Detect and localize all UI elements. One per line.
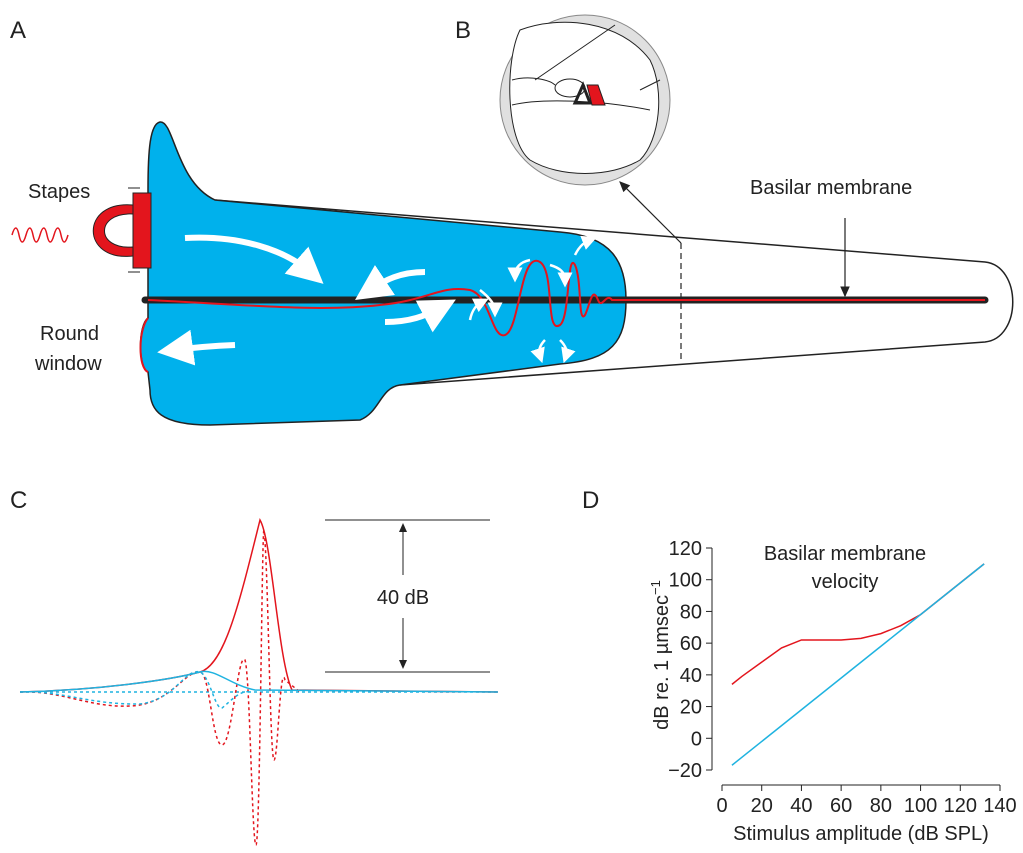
x-tick-label: 120 xyxy=(944,795,977,817)
y-axis-label: dB re. 1 µmsec−1 xyxy=(648,580,673,730)
round-window-label: window xyxy=(34,353,102,375)
chart-title: velocity xyxy=(812,571,879,593)
cochlea-diagram xyxy=(12,122,1013,425)
chart-title: Basilar membrane xyxy=(764,543,926,565)
x-tick-label: 100 xyxy=(904,795,937,817)
y-tick-label: 60 xyxy=(680,633,702,655)
panel-label: A xyxy=(10,17,26,44)
round-window-label: Round xyxy=(40,323,99,345)
cross-section-diagram xyxy=(500,15,670,185)
y-tick-label: 40 xyxy=(680,665,702,687)
velocity-chart: Basilar membrane velocity Stimulus ampli… xyxy=(648,538,1017,845)
y-tick-label: −20 xyxy=(668,760,702,782)
scale-label: 40 dB xyxy=(377,587,429,609)
x-tick-label: 80 xyxy=(870,795,892,817)
panel-label: D xyxy=(582,487,599,514)
stapes-label: Stapes xyxy=(28,181,90,203)
basilar-membrane-label: Basilar membrane xyxy=(750,177,912,199)
y-tick-label: 20 xyxy=(680,697,702,719)
x-tick-label: 140 xyxy=(983,795,1016,817)
panel-label: B xyxy=(455,17,471,44)
y-tick-label: 100 xyxy=(669,570,702,592)
y-axis-label-text: dB re. 1 µmsec xyxy=(651,595,673,730)
x-tick-label: 20 xyxy=(751,795,773,817)
series-line xyxy=(732,564,984,765)
y-tick-label: 80 xyxy=(680,601,702,623)
y-axis-label-sup: −1 xyxy=(648,580,663,595)
y-tick-label: 0 xyxy=(691,728,702,750)
figure: A B C D Stapes Round window Basilar memb… xyxy=(0,0,1023,848)
travelling-wave-diagram xyxy=(20,520,498,845)
x-tick-label: 40 xyxy=(790,795,812,817)
y-tick-label: 120 xyxy=(669,538,702,560)
panel-label: C xyxy=(10,487,27,514)
x-tick-label: 60 xyxy=(830,795,852,817)
x-axis-label: Stimulus amplitude (dB SPL) xyxy=(733,823,989,845)
x-tick-label: 0 xyxy=(716,795,727,817)
